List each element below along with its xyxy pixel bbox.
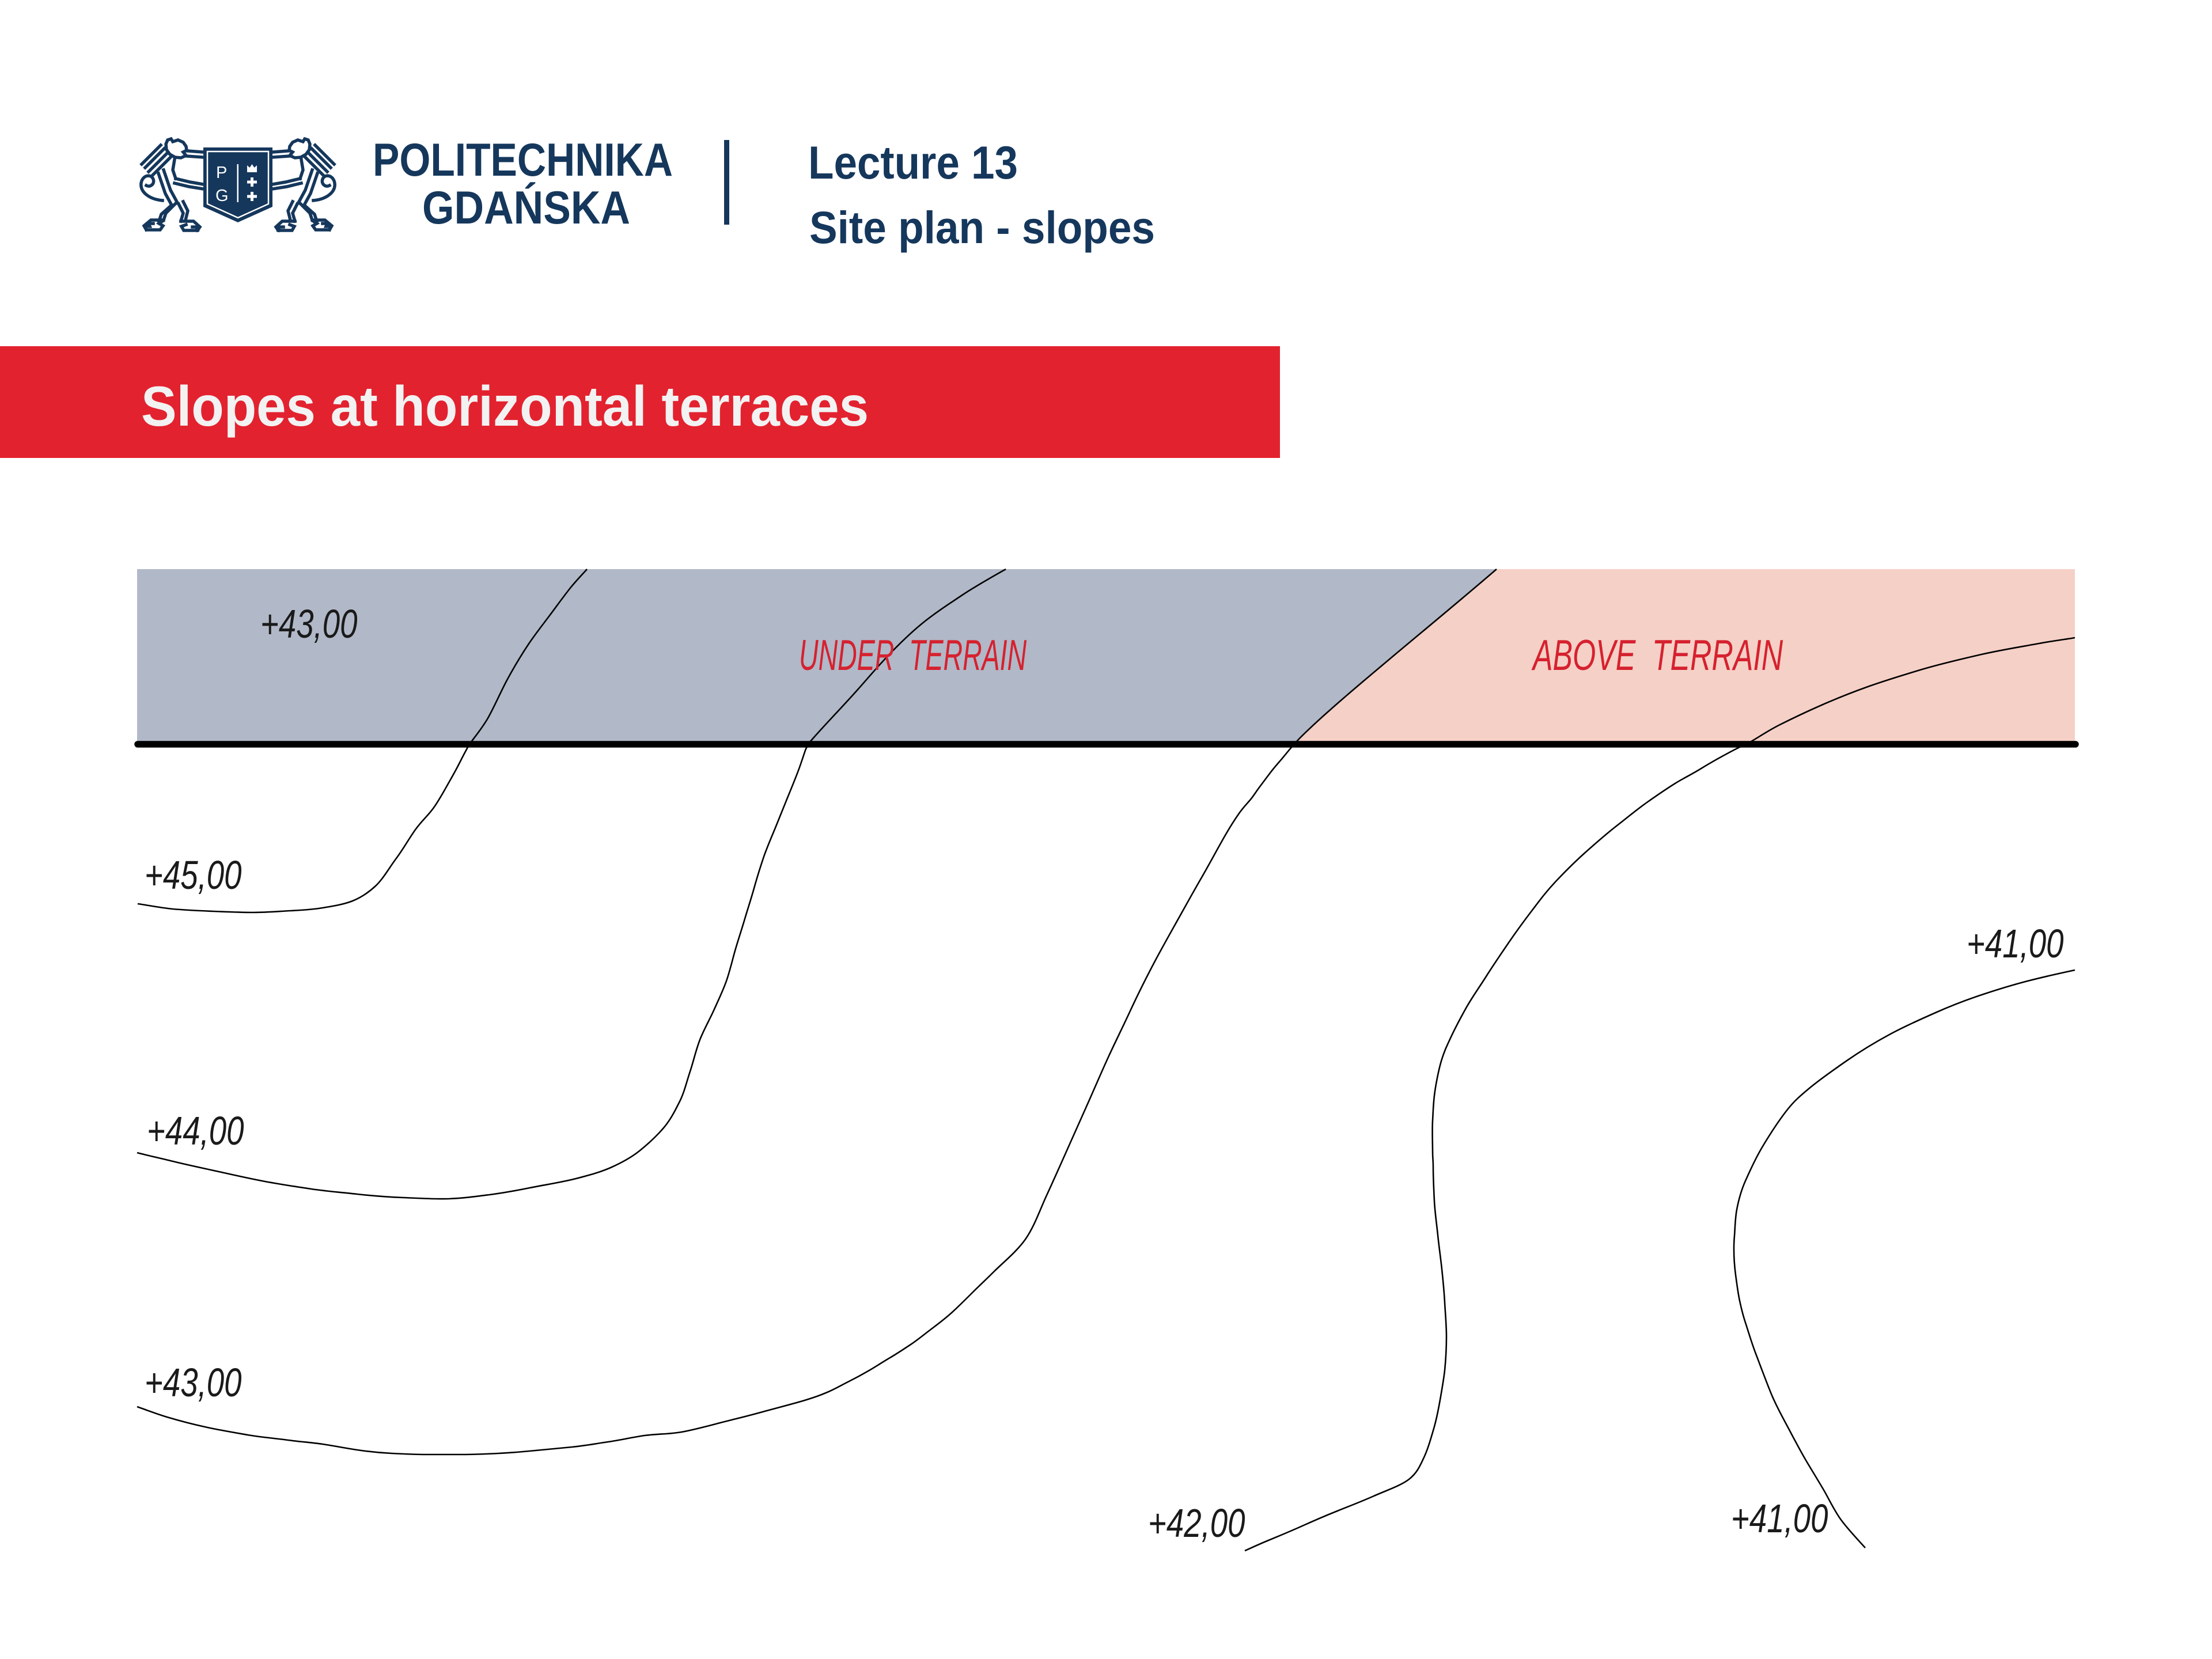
svg-text:Lecture 13: Lecture 13 — [808, 137, 1018, 189]
svg-text:+41,00: +41,00 — [1731, 1497, 1828, 1541]
svg-text:G: G — [215, 187, 229, 205]
svg-text:Slopes at horizontal terraces: Slopes at horizontal terraces — [141, 374, 869, 438]
svg-text:UNDER TERRAIN: UNDER TERRAIN — [799, 632, 1027, 680]
svg-text:+41,00: +41,00 — [1967, 922, 2064, 967]
svg-text:+44,00: +44,00 — [147, 1109, 244, 1154]
svg-text:+43,00: +43,00 — [145, 1361, 242, 1406]
svg-text:Site plan - slopes: Site plan - slopes — [809, 202, 1155, 253]
svg-text:+42,00: +42,00 — [1148, 1501, 1245, 1546]
svg-text:P: P — [216, 164, 227, 182]
svg-text:GDAŃSKA: GDAŃSKA — [422, 181, 630, 234]
svg-text:+43,00: +43,00 — [260, 602, 358, 647]
svg-text:+45,00: +45,00 — [145, 853, 242, 898]
svg-text:ABOVE TERRAIN: ABOVE TERRAIN — [1531, 631, 1783, 679]
svg-text:POLITECHNIKA: POLITECHNIKA — [373, 134, 673, 186]
